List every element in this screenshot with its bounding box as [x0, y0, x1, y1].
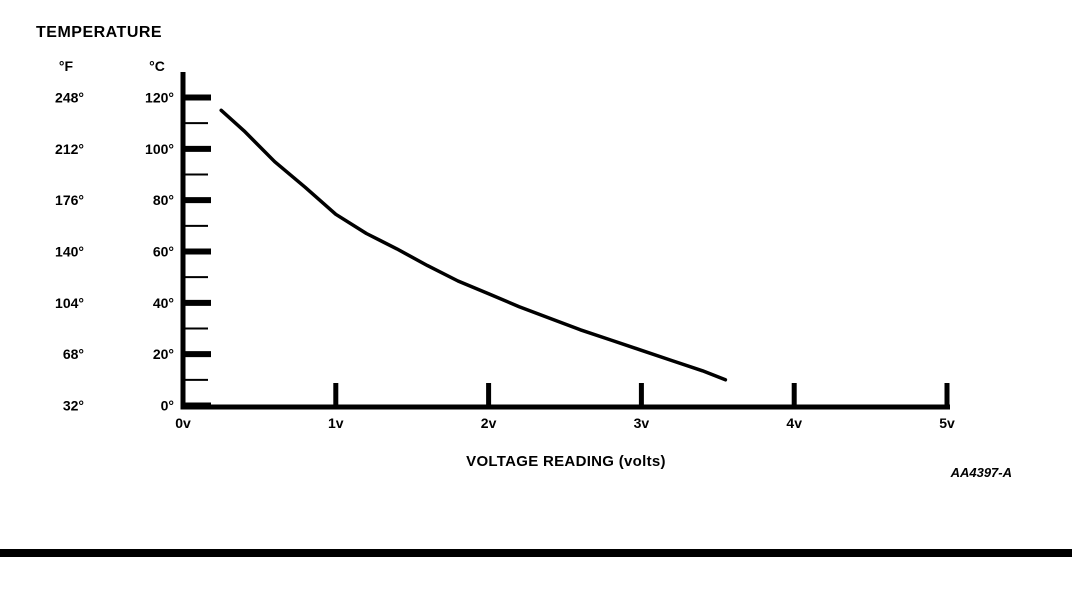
y-tick-label-celsius: 80° [153, 192, 174, 208]
temperature-voltage-curve [219, 108, 728, 382]
y-tick-label-celsius: 0° [161, 398, 174, 414]
x-axis-title: VOLTAGE READING (volts) [466, 453, 666, 470]
y-tick-label-fahrenheit: 176° [55, 192, 84, 208]
fahrenheit-column-header: °F [59, 58, 74, 74]
celsius-column-header: °C [149, 58, 165, 74]
x-tick-label: 2v [481, 415, 497, 431]
tick-labels-layer: 248° 120° 212° 100° 176° 80° 140° 60° 104° 40° 68°… [55, 89, 955, 431]
axes-layer [180, 72, 950, 410]
y-tick-label-fahrenheit: 32° [63, 398, 84, 414]
ticks-layer [184, 94, 950, 409]
x-tick-label: 1v [328, 415, 344, 431]
page-divider-rule [0, 549, 1072, 557]
y-tick-label-fahrenheit: 140° [55, 243, 84, 259]
x-tick-label: 3v [634, 415, 650, 431]
y-tick-label-celsius: 100° [145, 141, 174, 157]
y-tick-label-celsius: 60° [153, 243, 174, 259]
figure-code: AA4397-A [950, 465, 1012, 480]
x-tick-label: 5v [939, 415, 955, 431]
y-tick-label-fahrenheit: 212° [55, 141, 84, 157]
chart-title: TEMPERATURE [36, 24, 162, 41]
y-tick-label-celsius: 120° [145, 89, 174, 105]
y-tick-label-celsius: 20° [153, 346, 174, 362]
x-tick-label: 0v [175, 415, 191, 431]
curve-layer [219, 108, 728, 382]
y-tick-label-celsius: 40° [153, 295, 174, 311]
y-tick-label-fahrenheit: 68° [63, 346, 84, 362]
y-tick-label-fahrenheit: 248° [55, 89, 84, 105]
y-tick-label-fahrenheit: 104° [55, 295, 84, 311]
x-tick-label: 4v [786, 415, 802, 431]
